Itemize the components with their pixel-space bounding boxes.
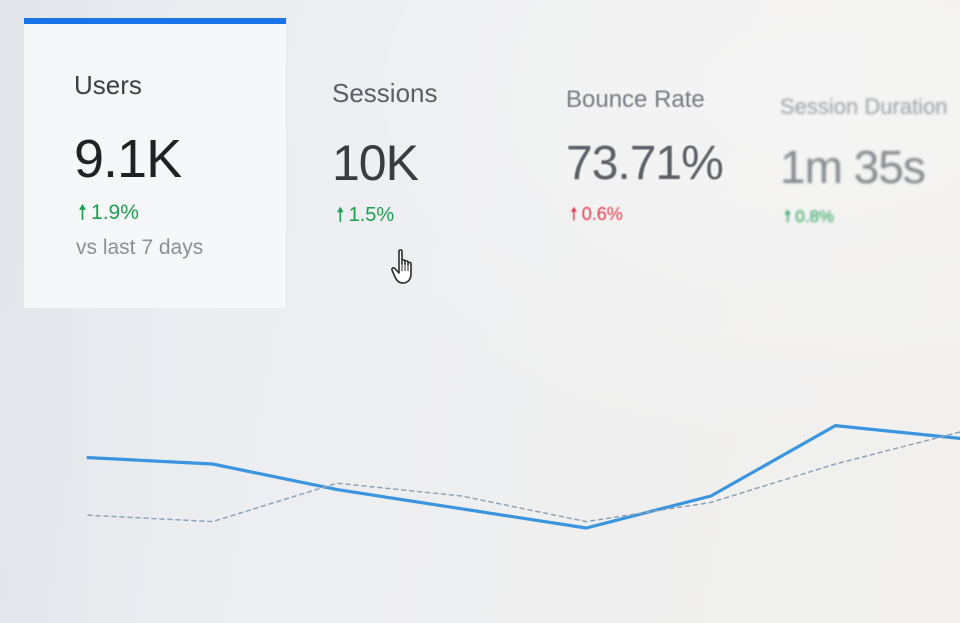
arrow-up-icon: 🠕 (570, 204, 578, 224)
bounce-rate-change: 🠕 0.6% (570, 202, 623, 232)
bounce-rate-label: Bounce Rate (566, 86, 705, 113)
sessions-change: 🠕 1.5% (336, 200, 394, 234)
arrow-up-icon: 🠕 (336, 204, 345, 226)
tab-users[interactable]: Users 9.1K 🠕 1.9% vs last 7 days (24, 18, 286, 308)
bounce-rate-value: 73.71% (566, 137, 724, 190)
users-change-value: 1.9% (91, 201, 139, 224)
comparison-period: vs last 7 days (76, 236, 204, 259)
chart-series-group (86, 424, 960, 530)
sessions-label: Sessions (332, 78, 438, 108)
series-current-line (86, 424, 960, 530)
sessions-value: 10K (332, 135, 419, 191)
users-change: 🠕 1.9% (78, 198, 139, 233)
session-duration-value: 1m 35s (780, 141, 926, 193)
session-duration-change-value: 0.8% (795, 207, 835, 226)
tab-sessions[interactable]: Sessions 10K 🠕 1.5% (286, 18, 526, 308)
session-duration-change: 🠕 0.8% (784, 204, 834, 233)
tab-bounce-rate[interactable]: Bounce Rate 73.71% 🠕 0.6% (526, 18, 746, 308)
users-value: 9.1K (74, 129, 182, 189)
series-previous-line (87, 431, 960, 523)
users-label: Users (74, 70, 142, 100)
active-tab-indicator (24, 18, 286, 24)
arrow-up-icon: 🠕 (784, 207, 792, 226)
hand-pointer-icon (391, 249, 412, 284)
sessions-change-value: 1.5% (348, 204, 395, 226)
tab-session-duration[interactable]: Session Duration 1m 35s 🠕 0.8% (746, 18, 960, 308)
metric-tabs: Users 9.1K 🠕 1.9% vs last 7 days Sessions… (24, 18, 960, 318)
arrow-up-icon: 🠕 (78, 201, 88, 224)
bounce-rate-change-value: 0.6% (581, 204, 623, 224)
session-duration-label: Session Duration (780, 94, 948, 119)
